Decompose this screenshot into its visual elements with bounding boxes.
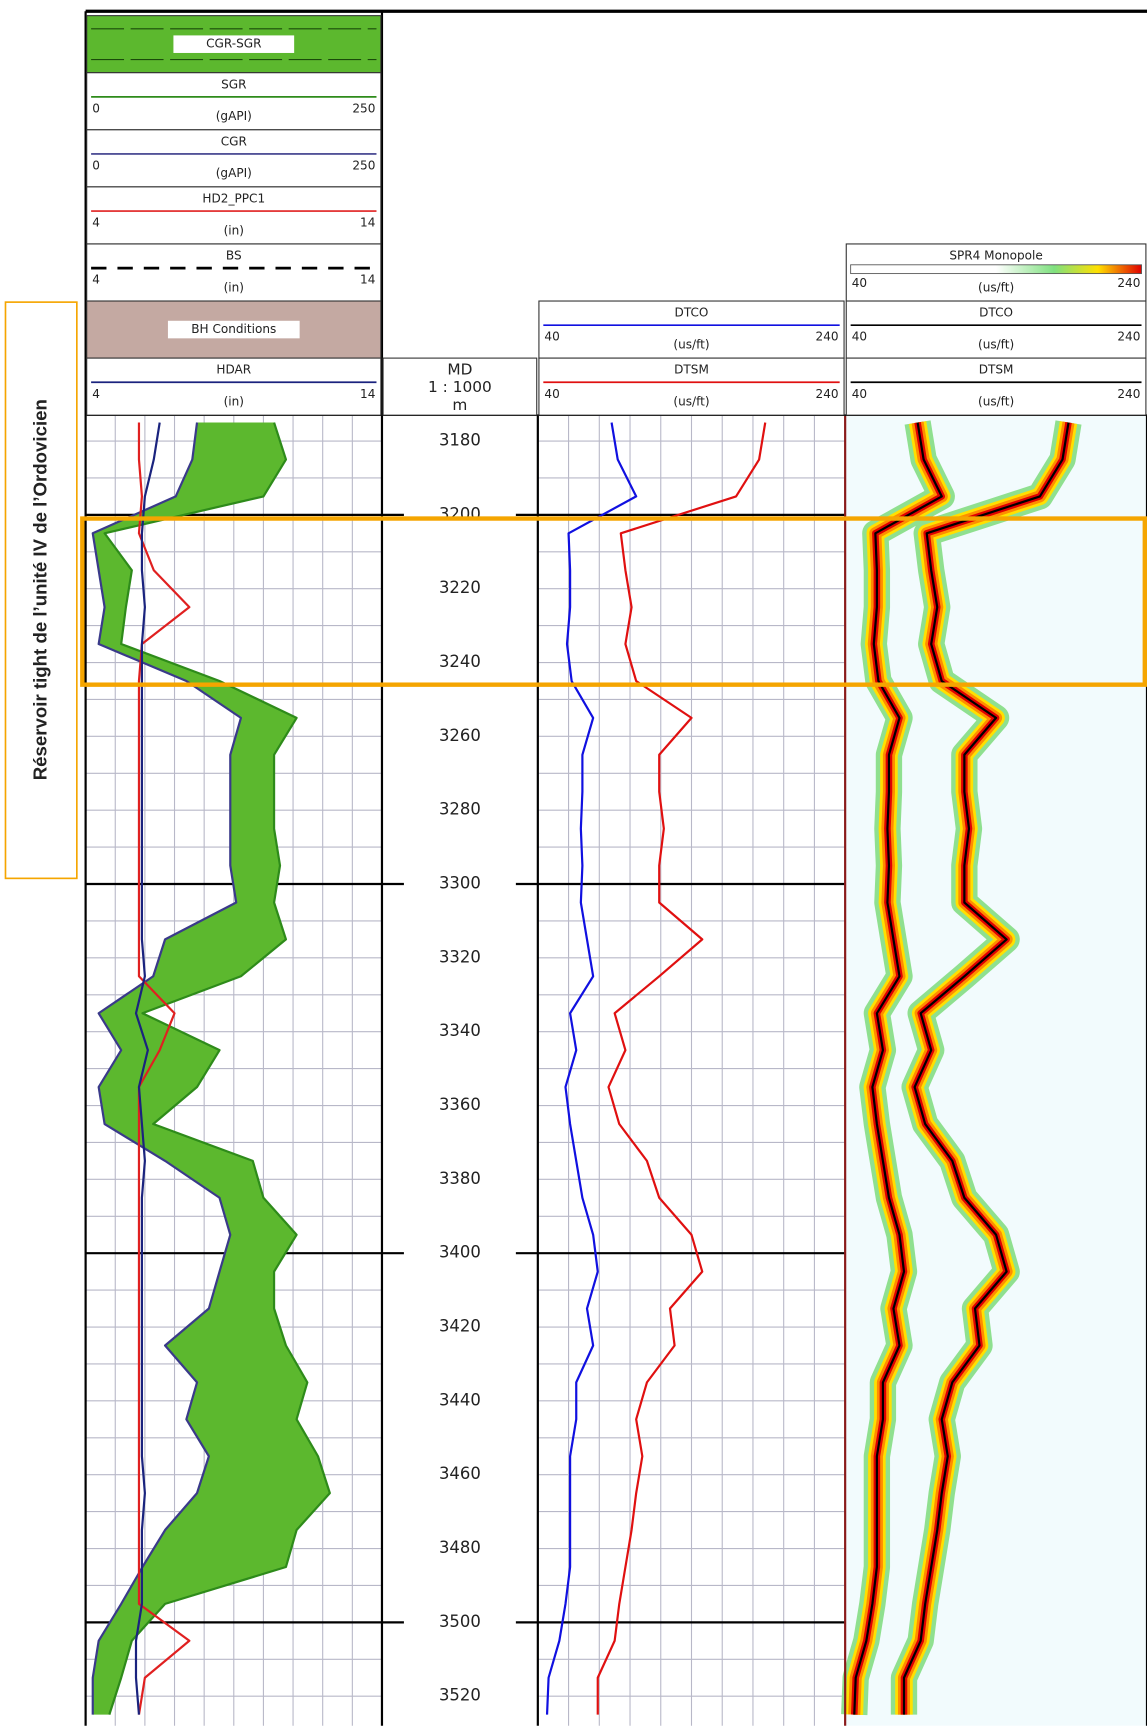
fill-label-bg [173, 35, 295, 53]
log-curve [902, 422, 1070, 1715]
scale-min: 40 [544, 387, 559, 401]
depth-label: 3480 [439, 1538, 481, 1557]
annotation: Réservoir tight de l’unité IV de l’Ordov… [30, 399, 51, 780]
header-box [86, 357, 382, 416]
curve-unit: (in) [224, 280, 244, 294]
header-box [86, 243, 382, 302]
scale-min: 40 [852, 276, 867, 290]
scale-min: 4 [92, 387, 100, 401]
scale-max: 14 [360, 273, 375, 287]
depth-label: 3460 [439, 1464, 481, 1483]
curve-unit: (us/ft) [978, 280, 1014, 294]
scale-min: 0 [92, 101, 100, 115]
curve-name: DTSM [674, 363, 709, 377]
header-box [86, 72, 382, 131]
scale-max: 250 [352, 159, 375, 173]
header-box [538, 300, 845, 359]
depth-label: 3380 [439, 1169, 481, 1188]
depth-label: 3240 [439, 652, 481, 671]
curve-name: DTCO [979, 306, 1013, 320]
curve-name: HDAR [216, 363, 251, 377]
depth-label: 3500 [439, 1612, 481, 1631]
curve-unit: (in) [224, 223, 244, 237]
section-label-bg [167, 320, 300, 339]
curve-name: SGR [221, 77, 247, 91]
depth-label: 3220 [439, 578, 481, 597]
log-curve [853, 422, 943, 1715]
scale-min: 40 [852, 387, 867, 401]
scale-max: 240 [1117, 276, 1140, 290]
scale-max: 14 [360, 216, 375, 230]
scale-max: 240 [816, 387, 839, 401]
header-box [845, 357, 1147, 416]
depth-label: 3280 [439, 800, 481, 819]
depth-label: 3360 [439, 1095, 481, 1114]
reservoir-highlight [80, 516, 1147, 687]
track4-background [845, 415, 1147, 1726]
log-curve [134, 422, 161, 1715]
log-curve [137, 422, 191, 1715]
depth-scale: 1 : 1000 [428, 378, 492, 396]
curve-unit: (us/ft) [673, 337, 709, 351]
depth-label: 3520 [439, 1686, 481, 1705]
cgr-sgr-fill [92, 422, 330, 1715]
curve-unit: (gAPI) [216, 166, 252, 180]
header-box [845, 300, 1147, 359]
curve-unit: (in) [224, 395, 244, 409]
curve-name: CGR [221, 134, 248, 148]
log-curve [545, 422, 638, 1715]
scale-max: 240 [816, 330, 839, 344]
image-label: SPR4 Monopole [949, 249, 1042, 263]
scale-min: 40 [852, 330, 867, 344]
depth-label: 3420 [439, 1317, 481, 1336]
depth-label: 3440 [439, 1390, 481, 1409]
annotation-box [4, 301, 78, 880]
depth-label: 3300 [439, 874, 481, 893]
depth-label: 3400 [439, 1243, 481, 1262]
scale-max: 240 [1117, 330, 1140, 344]
depth-label: 3260 [439, 726, 481, 745]
depth-label: 3320 [439, 947, 481, 966]
curve-unit: (us/ft) [978, 395, 1014, 409]
scale-min: 40 [544, 330, 559, 344]
scale-max: 250 [352, 101, 375, 115]
scale-min: 0 [92, 159, 100, 173]
curve-name: DTSM [979, 363, 1014, 377]
curve-name: DTCO [675, 306, 709, 320]
curve-unit: (gAPI) [216, 109, 252, 123]
depth-label: 3340 [439, 1021, 481, 1040]
header-box [538, 357, 845, 416]
section-label: BH Conditions [191, 322, 276, 336]
scale-min: 4 [92, 216, 100, 230]
depth-label: 3180 [439, 431, 481, 450]
curve-name: BS [226, 249, 242, 263]
scale-min: 4 [92, 273, 100, 287]
log-curve [91, 422, 243, 1715]
scale-max: 14 [360, 387, 375, 401]
depth-title: MD [447, 361, 472, 379]
depth-unit: m [452, 396, 467, 414]
curve-name: HD2_PPC1 [202, 191, 265, 205]
fill-label: CGR-SGR [206, 37, 262, 51]
log-curve [596, 422, 767, 1715]
color-bar [850, 264, 1142, 275]
scale-max: 240 [1117, 387, 1140, 401]
log-curve [103, 422, 331, 1715]
header-box [382, 357, 538, 416]
curve-unit: (us/ft) [673, 395, 709, 409]
curve-unit: (us/ft) [978, 337, 1014, 351]
